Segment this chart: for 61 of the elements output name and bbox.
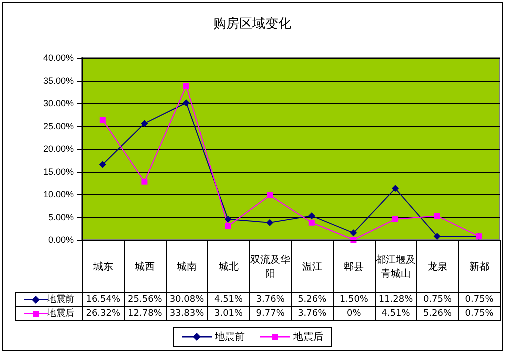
data-label: 9.77% (250, 306, 292, 320)
x-tick-label: 城南 (166, 240, 208, 292)
data-label: 0.75% (416, 292, 459, 306)
text: 地震后 (293, 332, 324, 343)
x-tick-label: 城西 (124, 240, 166, 292)
point (434, 233, 441, 240)
point (225, 223, 232, 230)
x-tick-label: 温江 (291, 240, 334, 292)
point (392, 216, 398, 222)
point (392, 185, 399, 192)
y-tick-label: 40.00% (43, 53, 74, 63)
point (350, 230, 358, 237)
data-label: 3.01% (208, 306, 250, 320)
point (183, 100, 190, 107)
point (267, 192, 274, 199)
point (266, 219, 274, 226)
x-tick-label: 双流及华阳 (250, 240, 292, 292)
text: 地震前 (215, 332, 246, 343)
legend-label: 地震后 (48, 309, 74, 319)
y-tick-label: 0.00% (48, 235, 74, 245)
data-label: 12.78% (124, 306, 166, 320)
data-label: 3.76% (291, 306, 334, 320)
x-tick-label: 新都 (458, 240, 500, 292)
y-tick-label: 5.00% (48, 212, 74, 222)
x-tick-label: 城东 (82, 240, 124, 292)
point (184, 83, 190, 90)
point (141, 120, 148, 128)
x-tick-label: 城北 (208, 240, 250, 292)
point (434, 213, 440, 220)
data-label: 16.54% (82, 292, 124, 306)
data-label: 4.51% (375, 306, 417, 320)
point (308, 212, 316, 220)
y-tick-label: 15.00% (43, 166, 74, 177)
data-label: 3.76% (250, 292, 292, 306)
y-tick-label: 35.00% (43, 76, 74, 86)
data-label: 1.50% (333, 292, 376, 306)
point (308, 220, 315, 226)
data-label: 30.08% (166, 292, 208, 306)
x-tick-label: 郫县 (333, 240, 376, 292)
legend-label: 地震前 (48, 295, 74, 305)
data-label: 4.51% (208, 292, 250, 306)
point (99, 161, 106, 168)
y-tick-label: 20.00% (43, 144, 74, 154)
x-tick-label: 都江堰及青城山 (375, 240, 417, 292)
y-tick-label: 25.00% (43, 121, 74, 132)
data-label: 0.75% (458, 306, 500, 320)
x-tick-label: 龙泉 (416, 240, 459, 292)
data-label: 25.56% (124, 292, 166, 306)
data-label: 0.75% (458, 292, 500, 306)
data-label: 0% (333, 306, 376, 320)
data-label: 26.32% (82, 306, 124, 320)
chart-title: 购房区域变化 (214, 16, 292, 31)
y-tick-label: 30.00% (43, 98, 74, 108)
point (142, 178, 148, 185)
data-label: 33.83% (166, 306, 208, 320)
y-tick-label: 10.00% (43, 190, 74, 200)
data-label: 5.26% (291, 292, 334, 306)
data-label: 5.26% (416, 306, 459, 320)
point (100, 117, 106, 124)
point (224, 216, 232, 223)
data-label: 11.28% (375, 292, 417, 306)
